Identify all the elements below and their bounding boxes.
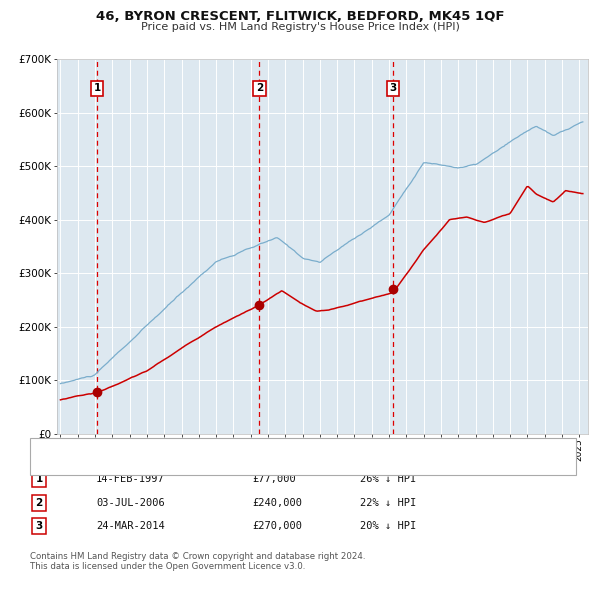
Text: 2: 2 [256, 83, 263, 93]
Text: 26% ↓ HPI: 26% ↓ HPI [360, 474, 416, 484]
Text: HPI: Average price, detached house, Central Bedfordshire: HPI: Average price, detached house, Cent… [75, 460, 363, 470]
Text: £240,000: £240,000 [252, 498, 302, 507]
Text: 1: 1 [35, 474, 43, 484]
Text: 24-MAR-2014: 24-MAR-2014 [96, 522, 165, 531]
Text: 22% ↓ HPI: 22% ↓ HPI [360, 498, 416, 507]
Text: 20% ↓ HPI: 20% ↓ HPI [360, 522, 416, 531]
Text: £77,000: £77,000 [252, 474, 296, 484]
Text: 3: 3 [35, 522, 43, 531]
Text: 46, BYRON CRESCENT, FLITWICK, BEDFORD, MK45 1QF (detached house): 46, BYRON CRESCENT, FLITWICK, BEDFORD, M… [75, 443, 440, 453]
Text: 14-FEB-1997: 14-FEB-1997 [96, 474, 165, 484]
Text: ————: ———— [39, 443, 83, 453]
Text: 1: 1 [94, 83, 101, 93]
Text: 46, BYRON CRESCENT, FLITWICK, BEDFORD, MK45 1QF: 46, BYRON CRESCENT, FLITWICK, BEDFORD, M… [96, 10, 504, 23]
Text: 3: 3 [389, 83, 397, 93]
Text: 2: 2 [35, 498, 43, 507]
Text: ————: ———— [39, 460, 83, 470]
Text: 03-JUL-2006: 03-JUL-2006 [96, 498, 165, 507]
Text: Price paid vs. HM Land Registry's House Price Index (HPI): Price paid vs. HM Land Registry's House … [140, 22, 460, 32]
Text: Contains HM Land Registry data © Crown copyright and database right 2024.
This d: Contains HM Land Registry data © Crown c… [30, 552, 365, 571]
Text: £270,000: £270,000 [252, 522, 302, 531]
